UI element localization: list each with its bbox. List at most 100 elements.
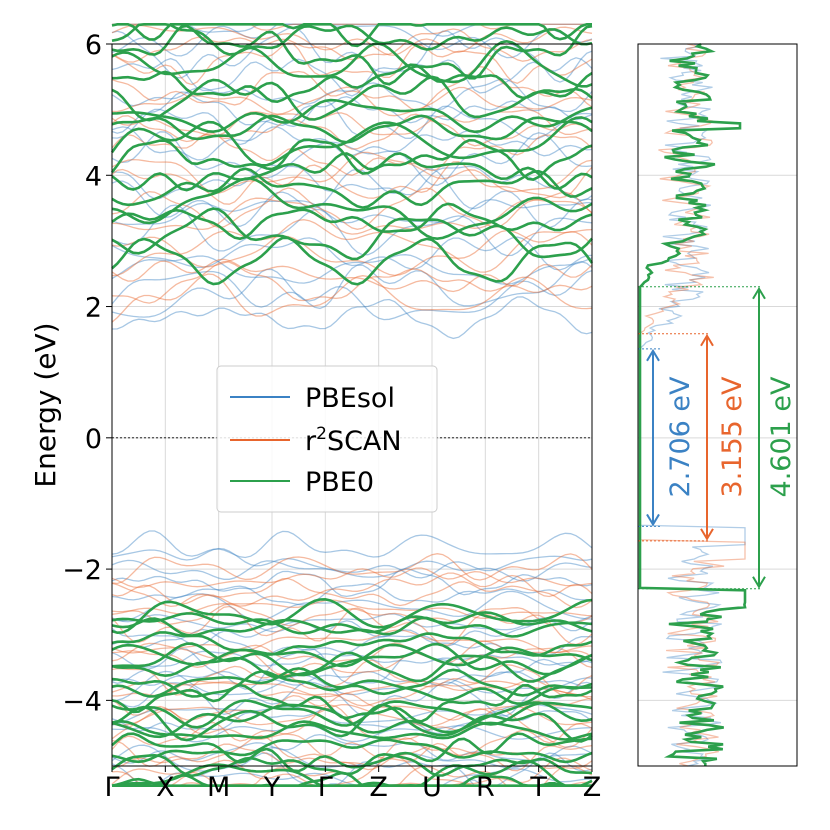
conduction-band-pbe0 xyxy=(111,63,593,104)
valence-band-pbe0 xyxy=(111,701,593,739)
conduction-band-pbe0 xyxy=(111,24,593,86)
gap-arrow-head-top-pbesol xyxy=(646,348,660,362)
valence-band-pbe0 xyxy=(111,752,593,778)
x-tick-label: Y xyxy=(263,772,281,803)
valence-band-pbe0 xyxy=(111,683,593,723)
conduction-band-pbe0 xyxy=(111,236,594,286)
valence-band-r2scan xyxy=(111,553,593,585)
x-tick-label: Γ xyxy=(318,772,333,803)
band-plot-frame xyxy=(111,43,593,767)
conduction-band-r2scan xyxy=(111,113,593,150)
legend-label-r2scan-main: r xyxy=(305,426,317,457)
conduction-band-pbesol xyxy=(111,268,593,321)
y-axis-ticks: 6 4 2 0 −2 −4 xyxy=(62,30,112,717)
legend-label-pbe0: PBE0 xyxy=(305,467,374,498)
valence-band-pbesol xyxy=(111,583,593,606)
x-tick-label: Z xyxy=(583,772,602,803)
valence-band-pbe0 xyxy=(111,738,593,764)
band-series-pbe0 xyxy=(110,23,594,787)
valence-band-pbesol xyxy=(111,733,593,764)
dos-curve-pbe0 xyxy=(638,42,747,766)
x-tick-label: X xyxy=(156,772,175,803)
conduction-band-r2scan xyxy=(111,260,593,304)
gap-arrow-head-bottom-r2scan xyxy=(700,528,714,541)
gap-label-r2scan: 3.155 eV xyxy=(717,376,748,497)
conduction-band-pbe0 xyxy=(111,114,593,144)
valence-band-r2scan xyxy=(111,735,593,772)
y-tick-label: 4 xyxy=(85,161,102,192)
valence-band-pbesol xyxy=(111,559,593,582)
valence-band-r2scan xyxy=(111,572,593,607)
conduction-band-pbesol xyxy=(111,260,593,310)
y-tick-label: 0 xyxy=(85,424,102,455)
legend-entry-pbesol: PBEsol xyxy=(230,383,395,414)
band-structure-panel: 6 4 2 0 −2 −4 Γ X M Y Γ Z U R T Z Energy (eV) PBEsol r… xyxy=(29,23,601,803)
valence-band-pbesol xyxy=(111,530,593,559)
conduction-band-r2scan xyxy=(111,28,593,63)
valence-band-r2scan xyxy=(111,629,593,654)
valence-band-pbe0 xyxy=(111,611,593,635)
conduction-band-pbesol xyxy=(111,78,593,113)
valence-band-pbesol xyxy=(111,590,593,622)
conduction-band-pbesol xyxy=(111,91,593,134)
dos-plot-frame xyxy=(637,43,798,767)
valence-band-r2scan xyxy=(111,577,593,609)
conduction-band-pbesol xyxy=(111,100,593,146)
conduction-band-pbesol xyxy=(111,168,593,229)
y-tick-label: −2 xyxy=(62,555,102,586)
gap-label-pbe0: 4.601 eV xyxy=(766,376,797,497)
valence-band-pbesol xyxy=(111,568,593,598)
conduction-band-r2scan xyxy=(111,132,593,176)
conduction-band-pbe0 xyxy=(111,39,593,88)
conduction-band-pbe0 xyxy=(110,116,593,167)
legend-label-pbesol: PBEsol xyxy=(305,383,395,414)
valence-band-pbesol xyxy=(111,681,593,717)
valence-band-r2scan xyxy=(111,599,593,619)
valence-band-pbesol xyxy=(111,650,593,668)
band-series-pbesol xyxy=(111,23,593,787)
valence-band-pbesol xyxy=(111,670,593,702)
legend-label-r2scan-sup: 2 xyxy=(316,424,327,444)
conduction-band-pbesol xyxy=(111,296,593,340)
gap-arrow-head-top-r2scan xyxy=(700,333,714,347)
conduction-band-pbe0 xyxy=(111,167,593,209)
x-tick-label: Γ xyxy=(104,772,119,803)
x-tick-label: M xyxy=(207,772,230,803)
valence-band-pbe0 xyxy=(111,771,592,787)
legend-label-r2scan-tail: SCAN xyxy=(327,426,402,457)
conduction-band-r2scan xyxy=(111,219,593,273)
gap-label-pbesol: 2.706 eV xyxy=(665,376,696,497)
conduction-band-r2scan xyxy=(111,42,593,86)
valence-band-pbesol xyxy=(111,724,593,743)
valence-band-pbe0 xyxy=(111,703,593,743)
gap-arrow-head-bottom-pbesol xyxy=(646,513,660,527)
conduction-band-pbesol xyxy=(111,198,592,226)
legend-entry-r2scan: r2SCAN xyxy=(230,424,402,457)
conduction-band-pbe0 xyxy=(111,23,592,48)
valence-band-pbe0 xyxy=(111,719,593,741)
valence-band-pbe0 xyxy=(111,667,593,705)
valence-band-r2scan xyxy=(111,680,592,698)
valence-band-r2scan xyxy=(111,704,593,727)
dos-panel: 2.706 eV 3.155 eV 4.601 eV xyxy=(637,42,798,767)
y-tick-label: 2 xyxy=(85,293,102,324)
conduction-band-pbe0 xyxy=(111,98,593,134)
valence-band-pbe0 xyxy=(111,642,593,677)
valence-band-r2scan xyxy=(111,659,593,696)
x-tick-label: R xyxy=(476,772,495,803)
valence-band-pbe0 xyxy=(111,631,593,657)
y-axis-label: Energy (eV) xyxy=(29,322,62,487)
gap-markers xyxy=(638,286,766,590)
valence-band-r2scan xyxy=(111,605,593,646)
conduction-band-r2scan xyxy=(111,273,593,323)
conduction-band-pbesol xyxy=(111,254,593,285)
conduction-band-r2scan xyxy=(111,66,593,111)
legend-label-r2scan: r2SCAN xyxy=(305,424,402,457)
valence-band-r2scan xyxy=(111,755,593,787)
conduction-band-pbe0 xyxy=(111,202,593,241)
gap-arrow-head-top-pbe0 xyxy=(752,286,766,300)
valence-band-pbe0 xyxy=(111,651,593,683)
conduction-band-r2scan xyxy=(111,197,593,235)
